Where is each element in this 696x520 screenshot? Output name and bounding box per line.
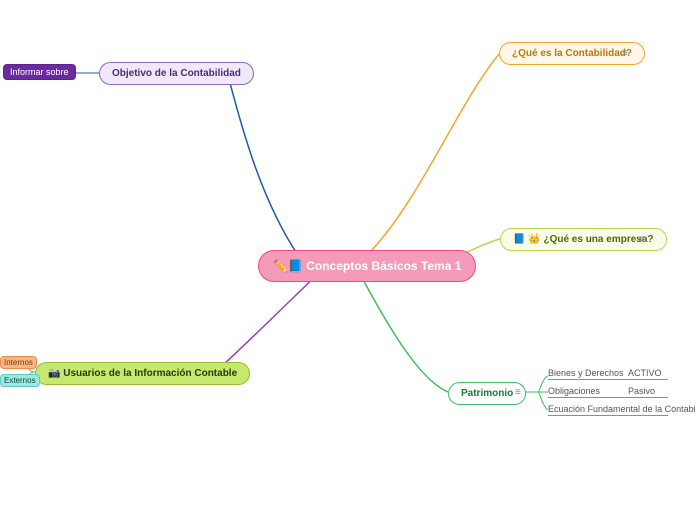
expand-icon[interactable]: ≡ — [622, 49, 628, 59]
node-internos-label: Internos — [4, 358, 33, 367]
leaf-underline — [548, 379, 668, 380]
leaf-pasivo[interactable]: Pasivo — [628, 386, 655, 396]
node-internos[interactable]: Internos — [0, 356, 37, 369]
center-label: ✏️📘 Conceptos Básicos Tema 1 — [273, 259, 461, 273]
node-externos[interactable]: Externos — [0, 374, 40, 387]
center-node[interactable]: ✏️📘 Conceptos Básicos Tema 1 — [258, 250, 476, 282]
node-objetivo-label: Objetivo de la Contabilidad — [112, 68, 241, 79]
node-informar-label: Informar sobre — [10, 67, 69, 77]
node-qcont-label: ¿Qué es la Contabilidad? — [512, 48, 632, 59]
leaf-ecuacion[interactable]: Ecuación Fundamental de la Contabilidad — [548, 404, 696, 414]
node-patr-label: Patrimonio — [461, 388, 513, 399]
node-objetivo[interactable]: Objetivo de la Contabilidad — [99, 62, 254, 85]
node-usuarios[interactable]: 📷 Usuarios de la Información Contable — [35, 362, 250, 385]
node-usuarios-label: 📷 Usuarios de la Información Contable — [48, 368, 237, 379]
node-informar-sobre[interactable]: Informar sobre — [3, 64, 76, 80]
leaf-activo[interactable]: ACTIVO — [628, 368, 662, 378]
leaf-bienes-derechos[interactable]: Bienes y Derechos — [548, 368, 624, 378]
node-externos-label: Externos — [4, 376, 36, 385]
leaf-obligaciones[interactable]: Obligaciones — [548, 386, 600, 396]
expand-icon[interactable]: ≡ — [515, 388, 521, 398]
expand-icon[interactable]: ≡ — [638, 235, 644, 245]
leaf-underline — [548, 397, 668, 398]
leaf-underline — [548, 415, 668, 416]
node-qemp-label: 📘 👑 ¿Qué es una empresa? — [513, 234, 654, 245]
